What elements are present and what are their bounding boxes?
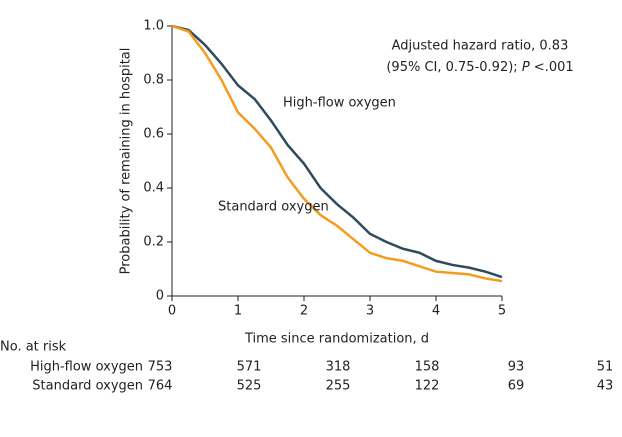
risk-count: 43 (597, 379, 614, 394)
survival-curve (171, 24, 503, 283)
x-tick-label: 3 (366, 304, 374, 319)
risk-count: 69 (508, 379, 525, 394)
x-tick-label: 4 (432, 304, 440, 319)
series-label: Standard oxygen (218, 200, 329, 215)
risk-count: 764 (148, 379, 173, 394)
risk-count: 753 (148, 360, 173, 375)
risk-table-title: No. at risk (0, 340, 67, 355)
risk-count: 571 (237, 360, 262, 375)
risk-row-label: Standard oxygen (32, 379, 143, 394)
risk-count: 525 (237, 379, 262, 394)
y-tick-label: 0.2 (143, 235, 164, 250)
y-axis-label: Probability of remaining in hospital (119, 48, 134, 275)
x-tick-label: 2 (300, 304, 308, 319)
y-tick-label: 0 (156, 289, 164, 304)
annotation-part: P (522, 60, 530, 75)
x-tick-label: 0 (168, 304, 176, 319)
risk-count: 122 (415, 379, 440, 394)
y-tick-label: 0.8 (143, 73, 164, 88)
risk-count: 51 (597, 360, 614, 375)
risk-count: 255 (326, 379, 351, 394)
risk-count: 318 (326, 360, 351, 375)
x-axis-label: Time since randomization, d (244, 332, 429, 347)
annotation: Adjusted hazard ratio, 0.83 (392, 39, 569, 54)
annotation-part: <.001 (530, 60, 574, 75)
survival-curve (171, 24, 503, 279)
risk-count: 158 (415, 360, 440, 375)
x-tick-label: 1 (234, 304, 242, 319)
y-tick-label: 0.6 (143, 127, 164, 142)
annotation: (95% CI, 0.75-0.92); P <.001 (386, 60, 573, 75)
y-tick-label: 0.4 (143, 181, 164, 196)
y-tick-label: 1.0 (143, 19, 164, 34)
x-tick-label: 5 (498, 304, 506, 319)
series-label: High-flow oxygen (283, 96, 396, 111)
risk-row-label: High-flow oxygen (30, 360, 143, 375)
annotation-part: (95% CI, 0.75-0.92); (386, 60, 521, 75)
risk-count: 93 (508, 360, 525, 375)
